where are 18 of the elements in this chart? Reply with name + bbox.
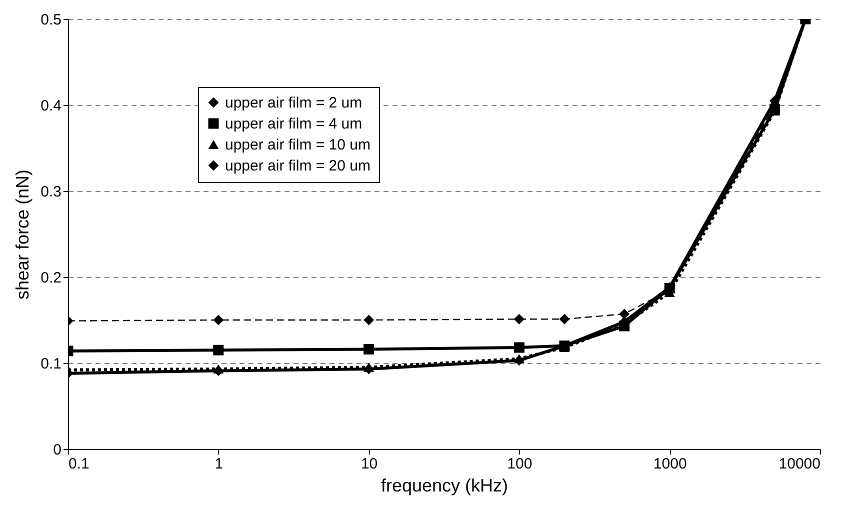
x-tick-label: 100: [507, 456, 532, 472]
legend-label: upper air film = 4 um: [225, 116, 362, 132]
x-tick-label: 1: [214, 456, 224, 472]
x-axis-title: frequency (kHz): [380, 476, 508, 496]
y-tick-label: 0.3: [40, 184, 62, 200]
y-tick-label: 0.4: [40, 98, 62, 114]
x-tick-label: 10: [360, 456, 378, 472]
y-tick-label: 0: [53, 442, 62, 458]
x-tick-label: 1000: [653, 456, 687, 472]
y-axis-title: shear force (nN): [12, 169, 33, 300]
legend-label: upper air film = 20 um: [225, 158, 370, 174]
legend-label: upper air film = 10 um: [225, 136, 370, 154]
x-tick-label: 0.1: [68, 456, 90, 472]
y-tick-label: 0.2: [40, 270, 62, 286]
x-tick-label: 10000: [778, 456, 820, 472]
y-tick-label: 0.5: [40, 12, 62, 28]
legend-label: upper air film = 2 um: [225, 94, 362, 112]
y-tick-label: 0.1: [40, 356, 62, 372]
